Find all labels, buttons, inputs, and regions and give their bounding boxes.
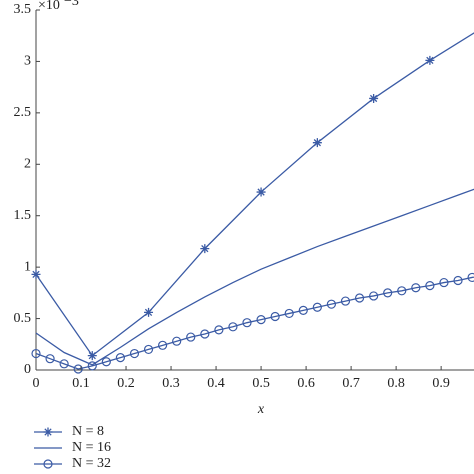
x-tick-label: 0.7 — [342, 376, 360, 391]
point — [383, 288, 393, 298]
y-tick-label: 0.5 — [14, 311, 32, 326]
point — [200, 329, 210, 339]
point — [73, 364, 83, 374]
legend-label: N = 16 — [72, 440, 111, 455]
point — [369, 93, 379, 103]
point — [453, 275, 463, 286]
point — [158, 340, 168, 350]
y-tick-label: 2 — [24, 157, 31, 172]
point — [326, 299, 337, 309]
point — [312, 302, 322, 312]
point — [270, 311, 280, 322]
legend-marker — [43, 427, 53, 437]
line — [35, 276, 474, 370]
x-tick-label: 0.6 — [297, 376, 315, 391]
legend-label: N = 8 — [72, 424, 104, 439]
point — [439, 277, 449, 288]
x-tick-label: 0.9 — [432, 376, 450, 391]
point — [256, 315, 266, 325]
legend-label: N = 32 — [72, 456, 111, 471]
point — [87, 361, 97, 371]
x-axis-label: x — [257, 402, 265, 417]
point — [397, 286, 407, 296]
point — [228, 322, 238, 332]
y-tick-label: 3 — [24, 54, 31, 69]
point — [284, 308, 294, 319]
point — [186, 332, 196, 342]
line — [35, 32, 474, 357]
y-tick-label: 3.5 — [14, 2, 32, 17]
x-tick-label: 0.5 — [252, 376, 270, 391]
point — [411, 283, 421, 293]
point — [144, 307, 154, 317]
x-tick-label: 0.4 — [207, 376, 225, 391]
point — [298, 305, 308, 315]
y-tick-label: 2.5 — [14, 105, 32, 120]
x-tick-label: 0.2 — [117, 376, 135, 391]
y-tick-label: 1 — [24, 259, 31, 274]
point — [214, 325, 224, 335]
point — [200, 244, 210, 254]
point — [256, 187, 266, 197]
point — [340, 296, 351, 306]
point — [172, 336, 182, 346]
point — [115, 353, 126, 363]
y-tick-label: 0 — [24, 362, 31, 377]
point — [242, 318, 252, 328]
point — [369, 291, 379, 301]
point — [59, 359, 69, 369]
point — [31, 269, 41, 279]
y-scale-exponent: −3 — [64, 0, 79, 9]
point — [87, 351, 97, 361]
point — [143, 344, 154, 355]
x-tick-label: 0 — [33, 376, 40, 391]
point — [425, 55, 435, 65]
point — [101, 357, 111, 367]
point — [31, 348, 41, 359]
x-tick-label: 0.1 — [72, 376, 90, 391]
x-tick-label: 0.8 — [387, 376, 405, 391]
point — [425, 281, 435, 291]
plot-area — [31, 32, 474, 374]
point — [45, 354, 55, 364]
legend-marker — [43, 459, 53, 469]
x-tick-label: 0.3 — [162, 376, 180, 391]
line — [35, 188, 474, 366]
point — [312, 138, 322, 148]
point — [467, 272, 474, 283]
y-scale-base: ×10 — [38, 0, 60, 13]
point — [354, 293, 365, 303]
y-tick-label: 1.5 — [14, 208, 32, 223]
point — [129, 348, 140, 359]
